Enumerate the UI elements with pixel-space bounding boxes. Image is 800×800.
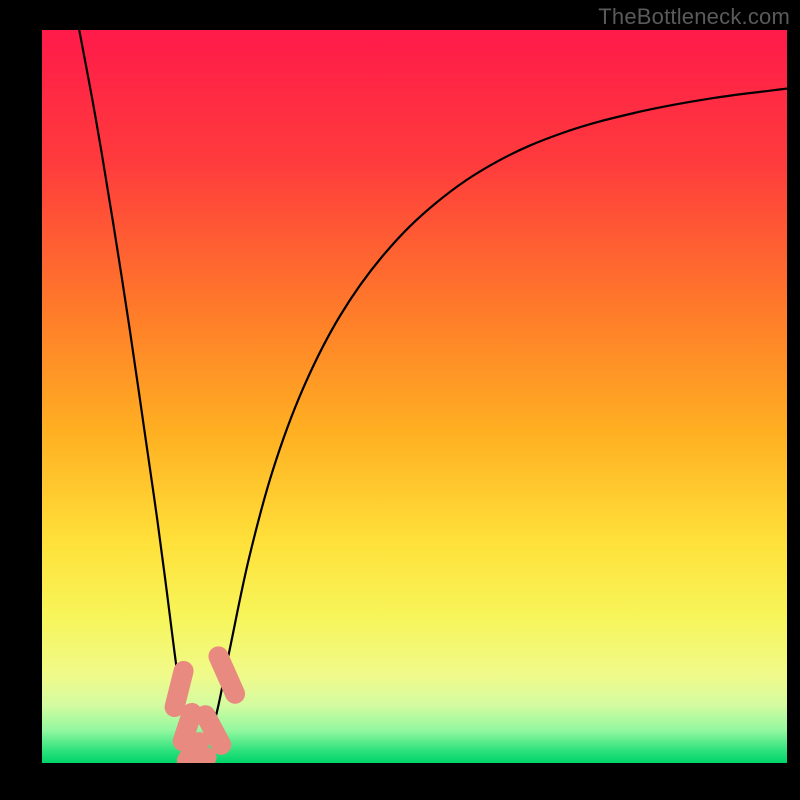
bottleneck-chart	[0, 0, 800, 800]
watermark-text: TheBottleneck.com	[598, 4, 790, 30]
gradient-background	[42, 30, 787, 763]
marker-capsule	[192, 757, 207, 760]
chart-container: { "watermark_text": "TheBottleneck.com",…	[0, 0, 800, 800]
marker-capsule	[175, 671, 184, 707]
marker-capsule	[205, 715, 221, 745]
marker-capsule	[183, 713, 192, 741]
